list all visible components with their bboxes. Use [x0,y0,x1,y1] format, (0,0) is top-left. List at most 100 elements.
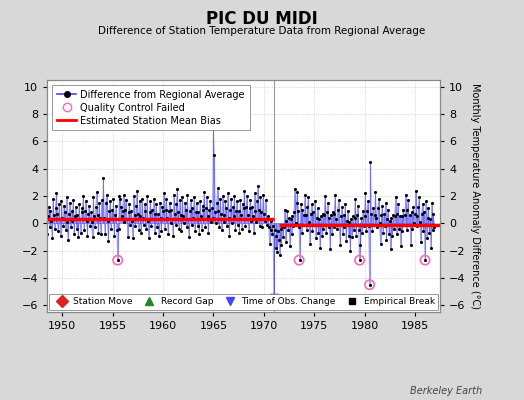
Point [74,234,82,240]
Point [345,219,354,225]
Point [71,213,79,220]
Point [419,228,428,235]
Point [56,216,64,222]
Point [305,219,313,225]
Point [242,204,250,210]
Point [241,187,249,194]
Point [267,227,276,233]
Point [166,200,174,206]
Point [217,227,226,233]
Point [259,210,268,217]
Point [235,230,244,236]
Point [392,231,401,238]
Point [243,193,251,199]
Point [380,223,389,229]
Point [275,236,283,243]
Point [84,210,92,217]
Point [48,235,57,242]
Point [198,227,206,233]
Point [342,238,351,244]
Point [422,198,430,205]
Point [162,196,170,202]
Point [302,227,311,233]
Point [420,209,429,216]
Point [298,230,306,236]
Point [329,209,337,216]
Point [138,196,146,202]
Point [177,228,185,235]
Point [123,216,131,222]
Point [261,197,270,203]
Point [228,204,237,210]
Point [369,205,377,212]
Point [68,208,76,214]
Point [90,213,99,220]
Point [359,223,368,229]
Point [427,245,435,251]
Point [102,200,110,206]
Point [88,219,96,225]
Point [355,227,363,233]
Point [64,236,72,243]
Point [137,230,145,236]
Point [403,206,411,213]
Point [230,193,238,199]
Point [61,209,69,216]
Point [89,234,97,240]
Point [351,196,359,202]
Point [303,204,312,210]
Point [118,213,126,220]
Point [165,208,173,214]
Point [103,192,111,198]
Point [92,204,100,210]
Point [418,210,426,217]
Point [320,212,329,218]
Point [143,193,151,199]
Point [273,249,281,255]
Point [224,215,233,221]
Point [178,194,187,200]
Point [204,230,213,236]
Point [319,226,328,232]
Point [50,212,58,218]
Point [347,216,355,222]
Point [380,210,388,217]
Point [254,183,262,190]
Point [186,208,194,214]
Point [234,208,243,214]
Point [366,159,375,165]
Point [309,209,318,216]
Point [402,227,411,233]
Point [312,215,321,221]
Point [365,223,373,229]
Point [99,175,107,182]
Point [426,216,434,222]
Point [163,215,171,221]
Point [238,201,247,207]
Point [311,198,319,205]
Point [287,231,296,238]
Point [182,224,191,230]
Point [393,210,401,217]
Point [177,212,185,218]
Point [300,212,308,218]
Point [249,213,257,220]
Point [372,215,380,221]
Point [239,205,248,212]
Point [135,227,143,233]
Point [139,215,147,221]
Point [167,206,176,213]
Point [40,227,48,233]
Point [40,209,49,216]
Point [215,224,223,230]
Point [277,226,285,232]
Point [134,210,142,217]
Point [128,217,136,224]
Point [348,213,357,220]
Point [290,209,298,216]
Point [385,231,393,238]
Point [71,204,80,210]
Point [327,212,335,218]
Point [238,226,246,232]
Point [282,217,291,224]
